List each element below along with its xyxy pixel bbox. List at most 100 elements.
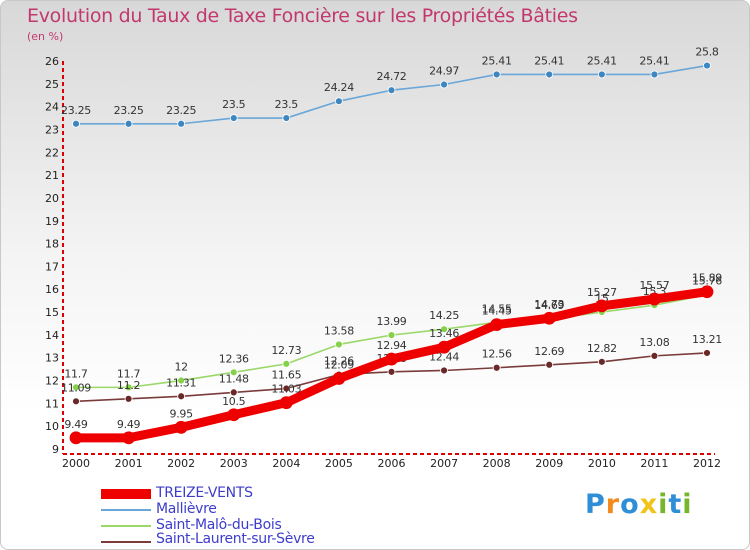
data-label-saint-laurent-sur-sevre: 12.69 — [534, 345, 564, 358]
y-tick-label: 25 — [45, 78, 59, 91]
data-label-saint-malo-du-bois: 14.25 — [429, 309, 459, 322]
data-label-treize-vents: 9.49 — [117, 418, 141, 431]
y-tick-label: 10 — [45, 420, 59, 433]
data-label-saint-laurent-sur-sevre: 11.09 — [61, 381, 91, 394]
data-label-mallievre: 25.8 — [695, 46, 719, 59]
x-tick-label: 2000 — [62, 457, 90, 470]
data-label-treize-vents: 9.95 — [170, 407, 194, 420]
data-label-treize-vents: 15.89 — [692, 272, 722, 285]
data-label-saint-malo-du-bois: 11.7 — [64, 367, 88, 380]
data-point-mallievre — [282, 114, 291, 122]
data-point-treize-vents — [332, 372, 346, 385]
data-point-mallievre — [124, 119, 133, 128]
y-tick-label: 16 — [45, 283, 59, 296]
data-label-saint-laurent-sur-sevre: 13.08 — [639, 336, 669, 349]
data-label-saint-laurent-sur-sevre: 12.56 — [482, 348, 512, 361]
data-label-saint-laurent-sur-sevre: 12.44 — [429, 350, 459, 363]
data-point-treize-vents — [542, 311, 556, 325]
data-point-mallievre — [597, 70, 606, 79]
data-label-treize-vents: 12.94 — [377, 339, 407, 352]
data-label-saint-malo-du-bois: 12.36 — [219, 352, 249, 365]
data-point-mallievre — [440, 80, 448, 89]
data-point-saint-malo-du-bois — [335, 340, 343, 349]
x-tick-label: 2007 — [430, 457, 458, 470]
x-tick-label: 2008 — [483, 457, 511, 470]
data-label-saint-laurent-sur-sevre: 11.2 — [117, 379, 140, 392]
y-tick-label: 18 — [45, 238, 59, 251]
data-label-saint-laurent-sur-sevre: 13.21 — [692, 333, 722, 346]
y-tick-label: 26 — [45, 55, 59, 68]
data-label-mallievre: 24.72 — [377, 70, 407, 83]
data-point-treize-vents — [437, 340, 451, 354]
data-label-saint-laurent-sur-sevre: 12.82 — [587, 342, 617, 355]
data-label-mallievre: 23.5 — [222, 98, 246, 111]
legend-swatch-treize-vents — [101, 489, 151, 499]
unit-label: (en %) — [27, 30, 64, 43]
data-point-saint-laurent-sur-sevre — [703, 349, 711, 357]
data-point-treize-vents — [700, 285, 714, 299]
proxiti-logo: Proxiti — [585, 489, 693, 520]
x-tick-label: 2010 — [588, 457, 616, 470]
data-point-saint-malo-du-bois — [72, 383, 80, 392]
data-point-treize-vents — [174, 420, 188, 434]
y-tick-label: 20 — [45, 192, 59, 205]
legend-label-mallievre: Mallièvre — [156, 501, 217, 517]
legend-swatch-saint-laurent-sur-sevre — [101, 541, 151, 543]
x-tick-label: 2003 — [220, 457, 248, 470]
legend-label-treize-vents: TREIZE-VENTS — [156, 485, 253, 501]
legend-label-saint-malo-du-bois: Saint-Malô-du-Bois — [156, 517, 282, 533]
data-label-mallievre: 24.24 — [324, 81, 354, 94]
data-point-treize-vents — [69, 431, 83, 445]
data-point-saint-laurent-sur-sevre — [282, 384, 291, 393]
data-label-mallievre: 25.41 — [482, 54, 512, 67]
x-tick-label: 2009 — [535, 457, 563, 470]
data-label-treize-vents: 10.5 — [222, 395, 246, 408]
logo-letter: P — [585, 489, 606, 520]
data-label-saint-laurent-sur-sevre: 11.31 — [166, 376, 196, 389]
x-tick-label: 2002 — [167, 457, 195, 470]
y-tick-label: 17 — [45, 260, 59, 273]
data-label-treize-vents: 9.49 — [64, 418, 88, 431]
y-tick-label: 15 — [45, 306, 59, 319]
data-point-treize-vents — [490, 318, 504, 332]
data-point-saint-laurent-sur-sevre — [124, 394, 133, 403]
data-label-mallievre: 25.41 — [587, 54, 617, 67]
data-point-mallievre — [387, 86, 396, 95]
data-point-treize-vents — [279, 396, 293, 410]
chart-title: Evolution du Taux de Taxe Foncière sur l… — [27, 5, 578, 27]
y-tick-label: 21 — [45, 169, 59, 182]
x-tick-label: 2001 — [115, 457, 143, 470]
data-label-saint-malo-du-bois: 15.76 — [692, 275, 722, 288]
data-point-saint-laurent-sur-sevre — [545, 360, 554, 369]
data-point-saint-malo-du-bois — [440, 325, 448, 334]
data-label-mallievre: 23.25 — [114, 104, 144, 117]
data-point-mallievre — [492, 70, 501, 79]
data-point-saint-malo-du-bois — [177, 376, 186, 385]
data-label-saint-malo-du-bois: 14.55 — [482, 302, 512, 315]
data-label-saint-malo-du-bois: 13.58 — [324, 324, 354, 337]
data-point-saint-laurent-sur-sevre — [177, 392, 186, 401]
data-point-saint-malo-du-bois — [282, 359, 291, 368]
data-label-treize-vents: 12.09 — [324, 358, 354, 371]
x-tick-label: 2005 — [325, 457, 353, 470]
logo-letter: i — [658, 489, 669, 520]
data-label-saint-malo-du-bois: 11.7 — [117, 367, 141, 380]
legend-label-saint-laurent-sur-sevre: Saint-Laurent-sur-Sèvre — [156, 531, 315, 547]
data-point-mallievre — [703, 61, 711, 70]
y-tick-label: 14 — [45, 329, 59, 342]
data-point-saint-laurent-sur-sevre — [440, 366, 448, 375]
data-label-saint-laurent-sur-sevre: 12.26 — [324, 355, 354, 368]
data-point-saint-laurent-sur-sevre — [650, 351, 659, 360]
data-point-saint-laurent-sur-sevre — [597, 357, 606, 366]
data-point-mallievre — [650, 70, 659, 79]
data-label-saint-malo-du-bois: 12 — [174, 361, 187, 374]
y-tick-label: 23 — [45, 123, 59, 136]
y-tick-label: 24 — [45, 101, 59, 114]
data-label-saint-malo-du-bois: 13.99 — [377, 315, 407, 328]
logo-letter: r — [605, 489, 621, 520]
data-label-saint-laurent-sur-sevre: 11.48 — [219, 372, 249, 385]
y-tick-label: 19 — [45, 215, 59, 228]
data-point-treize-vents — [648, 292, 661, 306]
